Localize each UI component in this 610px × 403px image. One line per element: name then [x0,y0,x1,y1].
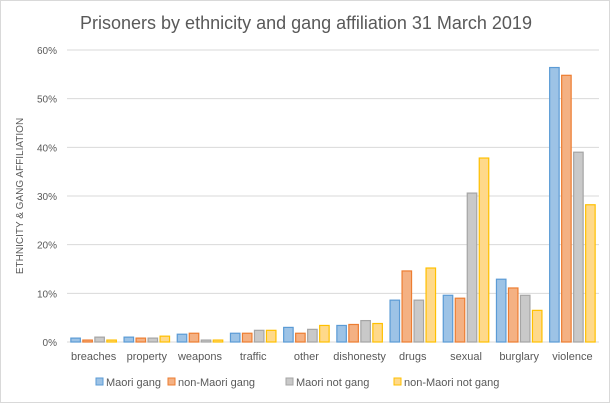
bar-breaches-1 [82,339,93,343]
legend-swatch [95,377,104,386]
x-tick-label: traffic [240,351,267,363]
legend-label: non-Maori not gang [404,377,499,389]
bar-dishonesty-2 [360,319,371,343]
x-tick-label: dishonesty [333,351,386,363]
bar-violence-1 [561,74,572,343]
bar-drugs-3 [425,267,437,343]
x-tick-label: burglary [499,351,539,363]
bar-traffic-0 [229,332,241,343]
y-tick-label: 30% [37,192,57,203]
bar-other-1 [295,332,306,343]
bar-property-1 [135,337,147,343]
y-axis-label: ETHNICITY & GANG AFFILIATION [15,118,26,274]
bar-property-3 [159,335,171,343]
bar-drugs-0 [389,299,401,343]
bar-violence-3 [585,204,596,343]
bar-property-2 [147,337,159,343]
legend-label: non-Maori gang [178,377,255,389]
bar-breaches-2 [94,336,105,343]
bar-traffic-3 [265,329,277,343]
legend-swatch [285,377,294,386]
bar-violence-2 [573,151,584,343]
bar-property-0 [123,336,135,343]
bar-sexual-1 [454,297,466,343]
bar-burglary-0 [495,278,507,343]
x-tick-label: weapons [177,351,223,363]
bar-other-3 [319,324,330,343]
bar-sexual-0 [442,294,454,343]
bar-dishonesty-0 [336,324,347,343]
x-tick-label: drugs [399,351,427,363]
chart-title: Prisoners by ethnicity and gang affiliat… [80,13,532,33]
bar-drugs-1 [401,270,413,343]
x-tick-label: violence [552,351,592,363]
bar-other-2 [307,328,318,343]
bar-breaches-3 [106,339,117,343]
x-tick-label: sexual [450,351,482,363]
bar-sexual-3 [478,157,490,343]
bar-weapons-3 [212,339,224,343]
legend-swatch [393,377,402,386]
bar-burglary-2 [519,294,531,343]
legend-label: Maori gang [106,377,161,389]
bar-sexual-2 [466,192,478,343]
legend-label: Maori not gang [296,377,369,389]
bar-drugs-2 [413,299,425,343]
bar-breaches-0 [70,337,81,343]
bar-burglary-1 [507,287,519,343]
bar-weapons-2 [200,339,212,343]
bar-other-0 [283,326,294,343]
x-tick-label: property [127,351,168,363]
y-tick-label: 50% [37,95,57,106]
bar-traffic-1 [241,332,253,343]
legend-swatch [167,377,176,386]
bar-dishonesty-3 [372,322,383,343]
bar-violence-0 [549,66,560,343]
bar-weapons-1 [188,332,200,343]
y-tick-label: 10% [37,289,57,300]
x-tick-label: breaches [71,351,117,363]
y-tick-label: 20% [37,241,57,252]
bar-burglary-3 [531,309,543,343]
y-tick-label: 0% [43,338,58,349]
x-tick-label: other [294,351,319,363]
y-tick-label: 60% [37,46,57,57]
bar-traffic-2 [253,329,265,343]
bar-dishonesty-1 [348,323,359,343]
bar-weapons-0 [176,333,188,343]
y-tick-label: 40% [37,143,57,154]
